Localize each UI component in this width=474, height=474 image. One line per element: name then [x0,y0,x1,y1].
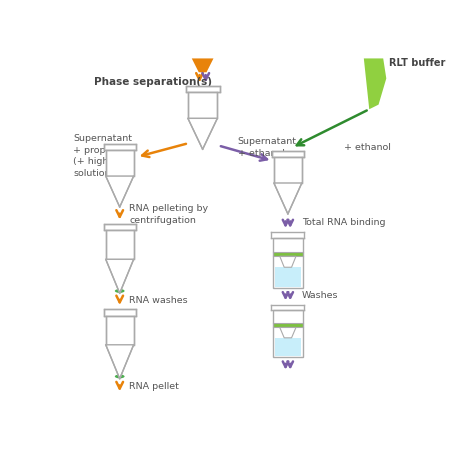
Polygon shape [106,176,134,207]
Polygon shape [106,345,134,379]
FancyBboxPatch shape [186,86,219,92]
Polygon shape [107,170,133,207]
Polygon shape [106,259,134,293]
FancyBboxPatch shape [106,150,134,176]
Text: Supernatant
+ ethanol: Supernatant + ethanol [237,137,297,158]
FancyBboxPatch shape [273,323,302,328]
FancyBboxPatch shape [104,224,136,230]
Text: RNA washes: RNA washes [129,296,188,305]
FancyBboxPatch shape [274,156,302,183]
Polygon shape [364,58,386,109]
FancyBboxPatch shape [275,338,301,356]
Polygon shape [192,58,213,72]
Text: Total RNA binding: Total RNA binding [302,218,385,227]
Polygon shape [191,125,214,149]
Polygon shape [107,254,133,293]
Text: Supernatant
+ propanol
(+ high salt
solution): Supernatant + propanol (+ high salt solu… [73,134,132,178]
FancyBboxPatch shape [275,267,301,287]
FancyBboxPatch shape [272,151,304,156]
Text: RNA pelleting by
centrifugation: RNA pelleting by centrifugation [129,204,208,225]
Text: Washes: Washes [302,291,338,300]
Polygon shape [275,180,301,214]
Polygon shape [280,328,296,338]
FancyBboxPatch shape [273,252,302,256]
Text: + ethanol: + ethanol [345,143,392,152]
FancyBboxPatch shape [104,310,136,316]
Ellipse shape [115,289,125,293]
Polygon shape [189,108,217,125]
FancyBboxPatch shape [106,316,134,345]
Text: RLT buffer: RLT buffer [389,58,445,68]
Polygon shape [188,118,218,149]
FancyBboxPatch shape [104,144,136,150]
FancyBboxPatch shape [188,92,218,118]
Polygon shape [280,256,296,267]
Polygon shape [274,183,302,214]
FancyBboxPatch shape [106,230,134,259]
Text: Phase separation(s): Phase separation(s) [94,76,212,87]
Text: RNA pellet: RNA pellet [129,382,179,391]
Ellipse shape [115,374,125,378]
Polygon shape [113,363,126,379]
